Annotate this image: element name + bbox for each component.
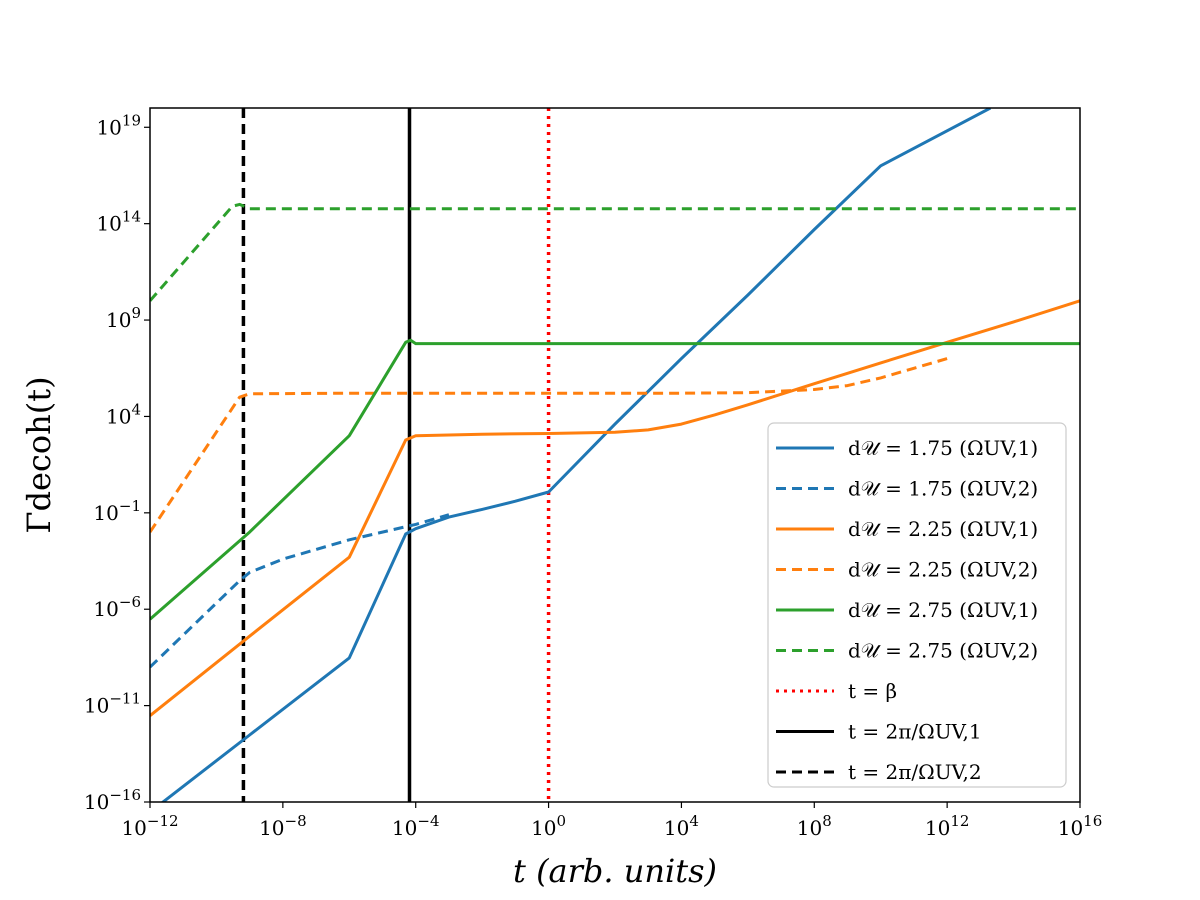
series-line-1	[160, 108, 992, 802]
legend-label-9: t = 2π/ΩUV,2	[848, 760, 982, 784]
series-line-4	[150, 357, 948, 533]
legend-label-5: d𝒰 = 2.75 (ΩUV,1)	[848, 598, 1038, 622]
series-line-6	[150, 202, 1080, 302]
legend-box	[767, 422, 1067, 788]
legend-label-7: t = β	[848, 679, 897, 703]
legend-label-1: d𝒰 = 1.75 (ΩUV,1)	[848, 436, 1038, 460]
legend-label-3: d𝒰 = 2.25 (ΩUV,1)	[848, 517, 1038, 541]
legend-label-2: d𝒰 = 1.75 (ΩUV,2)	[848, 477, 1038, 501]
plot-frame	[149, 107, 1081, 803]
legend-label-8: t = 2π/ΩUV,1	[848, 720, 982, 744]
axis-ticks: 10−12 10−8 10−4 100 104 108 1012 101610−1610−11…	[84, 111, 1102, 840]
y-tick-label: 1019	[96, 111, 141, 139]
y-tick-label: 10−11	[84, 690, 141, 718]
series-line-5	[150, 338, 1080, 621]
series-line-2	[150, 513, 450, 669]
y-axis-label: Γdecoh(t)	[20, 376, 58, 533]
vertical-lines	[241, 108, 551, 802]
legend: d𝒰 = 1.75 (ΩUV,1) d𝒰 = 1.75 (ΩUV,2) d𝒰 = 2…	[767, 422, 1067, 788]
series-line-3	[150, 299, 1080, 717]
legend-label-6: d𝒰 = 2.75 (ΩUV,2)	[848, 639, 1038, 663]
series-lines	[150, 108, 1080, 802]
legend-label-4: d𝒰 = 2.25 (ΩUV,2)	[848, 558, 1038, 582]
x-axis-label: t (arb. units)	[513, 852, 717, 890]
